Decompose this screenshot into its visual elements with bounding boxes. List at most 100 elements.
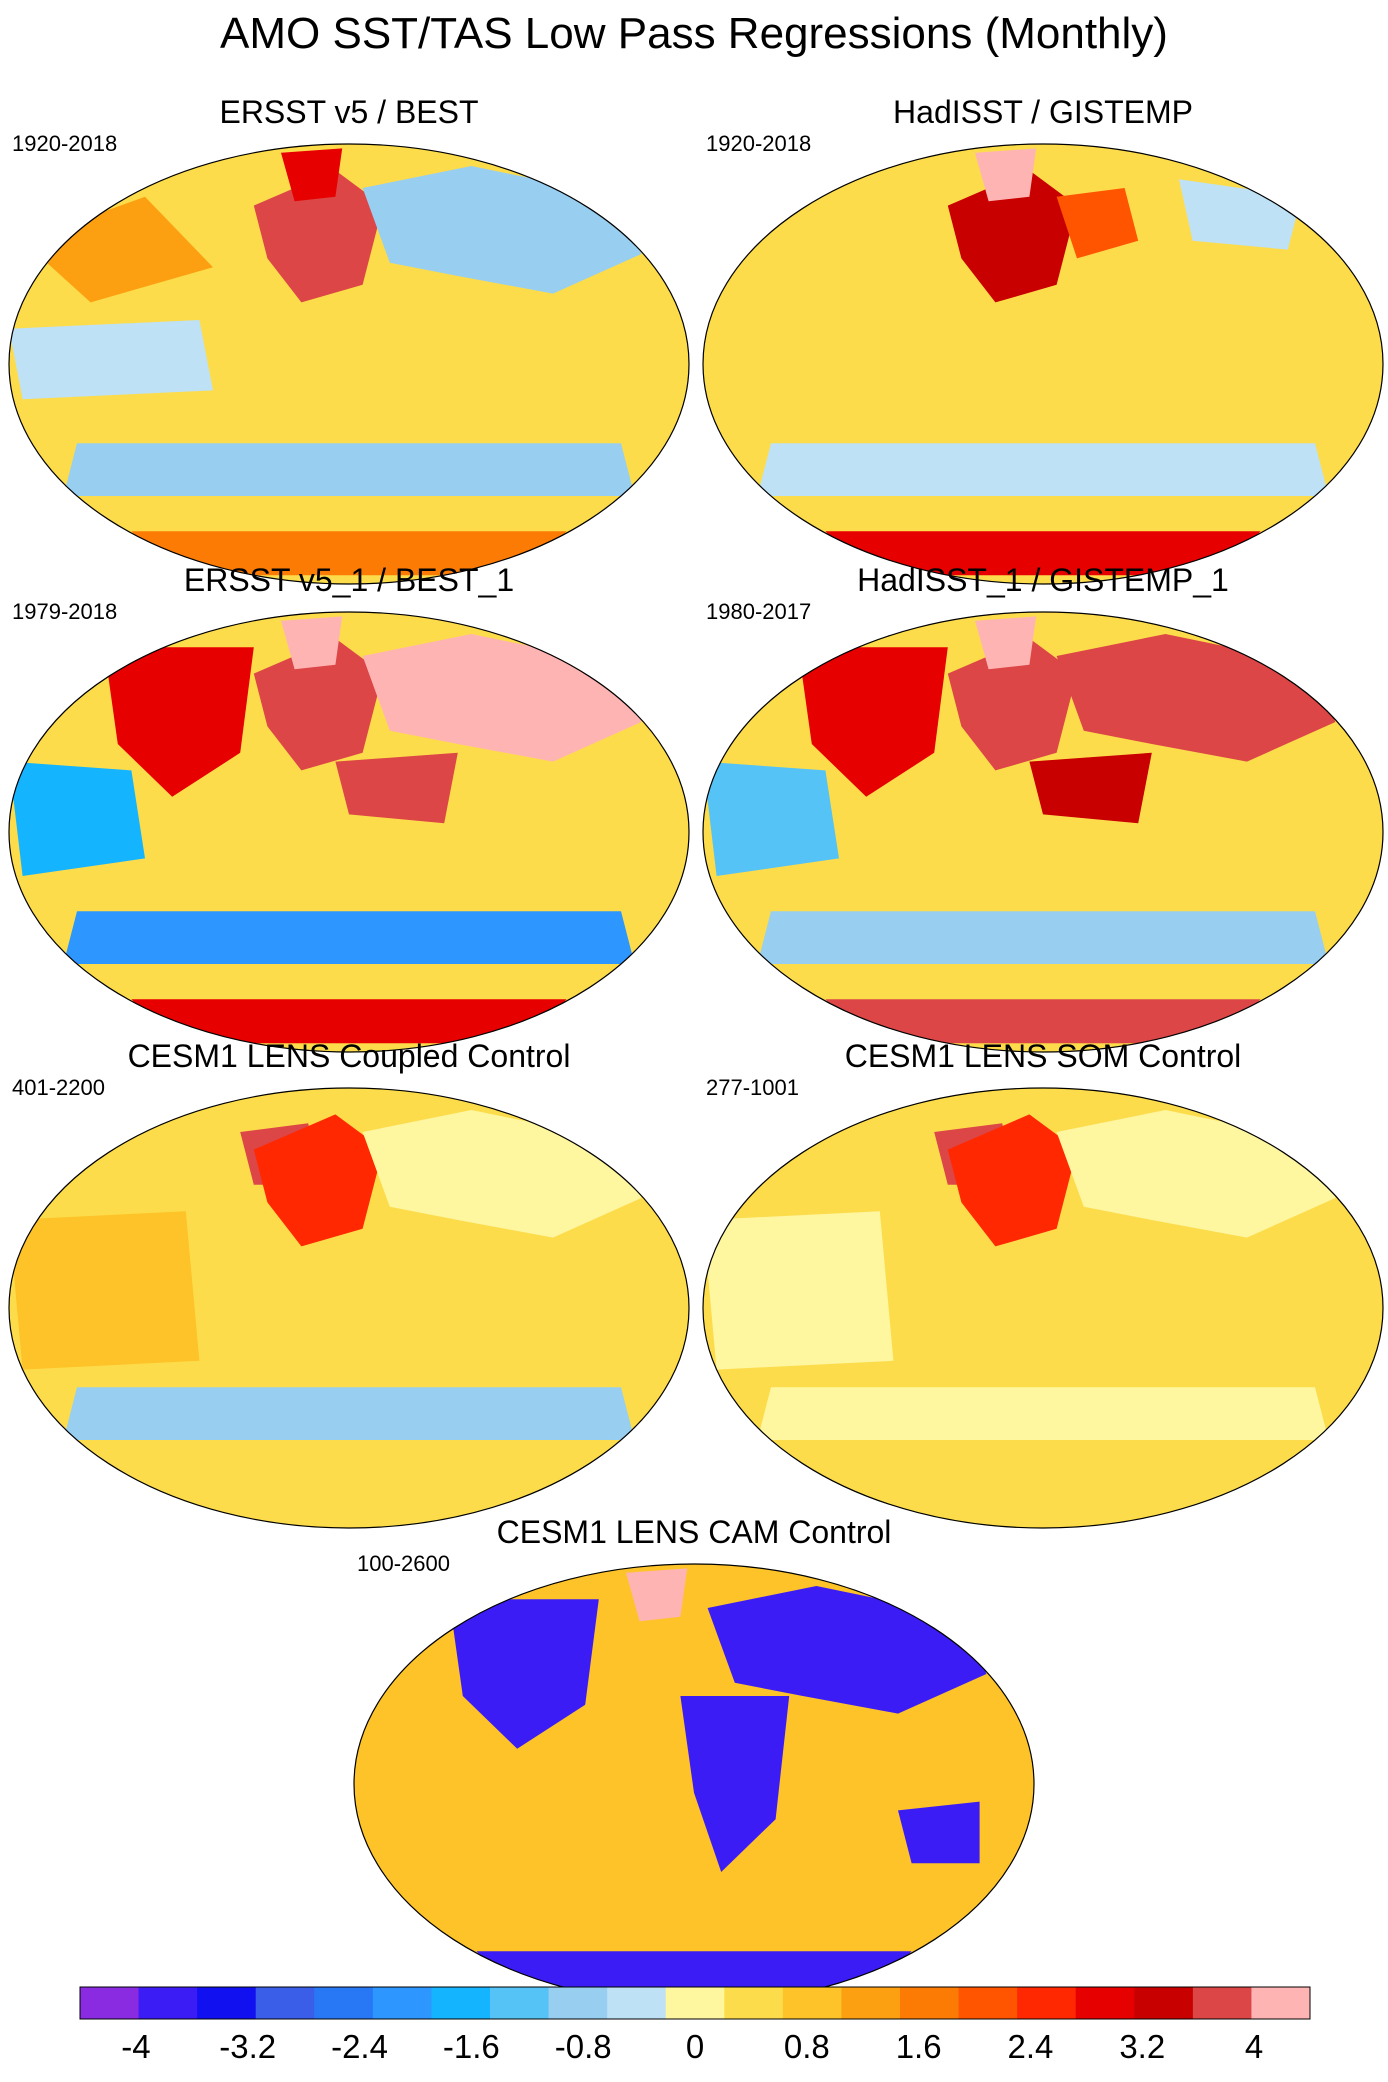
map-region-tropical-pacific [9,320,213,400]
colorbar-tick-label: 0.8 [783,2028,830,2065]
colorbar-bin [431,1987,491,2019]
panel-period: 277-1001 [706,1075,799,1100]
colorbar-tick-label: 3.2 [1119,2028,1166,2065]
panel-period: 100-2600 [357,1551,450,1576]
map-region-antarctica [131,999,567,1044]
colorbar-bin [255,1987,315,2019]
map-plot [8,1087,690,1529]
panel-period: 401-2200 [12,1075,105,1100]
panel-period: 1980-2017 [706,599,812,624]
map-region-north-america [798,647,948,797]
map-region-east-pacific [703,761,839,876]
map-region-east-pacific [9,761,145,876]
map-panel-ersst-best-1: ERSST v5_1 / BEST_1 1979-2018 [4,560,694,1060]
map-region-north-africa [1029,752,1152,824]
map-outline [702,1087,1384,1529]
map-plot [8,143,690,585]
colorbar-bin [197,1987,257,2019]
map-region-antarctica [131,531,567,576]
map-panel-cam-control: CESM1 LENS CAM Control 100-2600 [349,1512,1039,2012]
colorbar-tick-label: -1.6 [442,2028,500,2065]
map-region-greenland [975,616,1037,670]
colorbar-bin [1134,1987,1194,2019]
colorbar-bin [1075,1987,1135,2019]
map-region-pacific [703,1211,894,1370]
map-region-north-america [449,1599,599,1749]
panel-title: CESM1 LENS Coupled Control [127,1038,571,1074]
map-region-north-africa [335,752,458,824]
map-region-north-atlantic [253,638,383,771]
map-panel-hadisst-gistemp: HadISST / GISTEMP 1920-2018 [698,92,1388,592]
colorbar-bin [80,1987,140,2019]
map-region-greenland [281,148,343,202]
map-outline [8,611,690,1053]
colorbar-bin [138,1987,198,2019]
colorbar-bin [665,1987,725,2019]
colorbar-tick-label: -3.2 [219,2028,277,2065]
colorbar-bin [314,1987,374,2019]
colorbar-bin [724,1987,784,2019]
panel-title: ERSST v5_1 / BEST_1 [183,562,515,598]
panel-period: 1979-2018 [12,599,118,624]
map-panel-ersst-best: ERSST v5 / BEST 1920-2018 [4,92,694,592]
colorbar-bin [900,1987,960,2019]
panel-title: CESM1 LENS CAM Control [496,1514,892,1550]
colorbar-bin [372,1987,432,2019]
colorbar-tick-label: 2.4 [1007,2028,1054,2065]
map-plot [702,143,1384,585]
map-region-pacific [9,1211,200,1370]
panel-title: CESM1 LENS SOM Control [844,1038,1242,1074]
map-region-southern-ocean [757,1387,1329,1440]
colorbar-bin [1251,1987,1311,2019]
map-region-greenland [626,1568,688,1622]
colorbar [79,1986,1311,2020]
page-title: AMO SST/TAS Low Pass Regressions (Monthl… [220,9,1168,58]
map-outline [8,1087,690,1529]
panel-title: ERSST v5 / BEST [219,94,479,130]
colorbar-tick-label: 4 [1244,2028,1264,2065]
colorbar-tick-label: -4 [121,2028,151,2065]
map-region-southern-ocean [757,443,1329,496]
colorbar-bin [958,1987,1018,2019]
colorbar-tick-label: -2.4 [331,2028,388,2065]
map-region-siberia [1179,179,1302,250]
map-plot [702,611,1384,1053]
colorbar-bin [1192,1987,1252,2019]
map-region-north-pacific [22,196,213,303]
colorbar-bin [841,1987,901,2019]
colorbar-bin [1017,1987,1077,2019]
map-region-europe [1056,188,1139,259]
map-plot [8,611,690,1053]
map-region-north-america [104,647,254,797]
panel-period: 1920-2018 [12,131,118,156]
map-region-north-atlantic [253,170,383,303]
map-plot [353,1563,1035,2005]
map-region-greenland [975,148,1037,202]
map-region-southern-ocean [757,911,1329,964]
map-region-southern-ocean [63,443,635,496]
map-region-antarctica [825,531,1261,576]
colorbar-bin [490,1987,550,2019]
colorbar-tick-label: 1.6 [895,2028,942,2065]
map-outline [8,143,690,585]
map-region-north-atlantic [947,1114,1077,1247]
map-panel-hadisst-gistemp-1: HadISST_1 / GISTEMP_1 1980-2017 [698,560,1388,1060]
map-outline [702,143,1384,585]
colorbar-frame [79,1986,1311,2020]
map-region-north-atlantic [253,1114,383,1247]
map-region-southern-ocean [63,1387,635,1440]
map-panel-coupled-control: CESM1 LENS Coupled Control 401-2200 [4,1036,694,1536]
map-region-australia [898,1801,980,1864]
panel-period: 1920-2018 [706,131,812,156]
map-region-antarctica [825,999,1261,1044]
map-region-greenland [281,616,343,670]
colorbar-tick-label: 0 [685,2028,705,2065]
colorbar-bin [782,1987,842,2019]
colorbar-bin [548,1987,608,2019]
map-region-north-atlantic [947,638,1077,771]
map-region-antarctica [476,1951,912,1996]
panel-title: HadISST / GISTEMP [893,94,1193,130]
map-region-africa [680,1696,790,1872]
map-panel-som-control: CESM1 LENS SOM Control 277-1001 [698,1036,1388,1536]
panel-title: HadISST_1 / GISTEMP_1 [857,562,1229,598]
